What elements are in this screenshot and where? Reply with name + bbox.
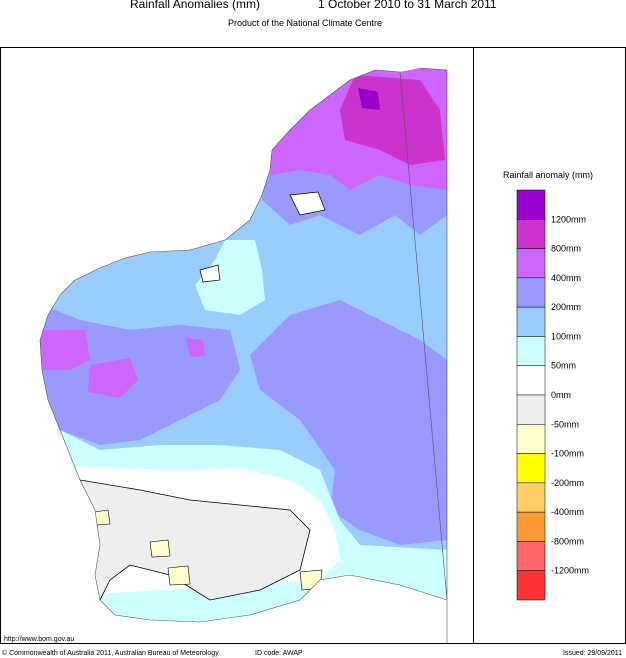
legend-label: -200mm	[551, 478, 584, 488]
footer-url: http://www.bom.gov.au	[4, 636, 74, 643]
legend-swatch	[516, 424, 546, 454]
zone-400	[88, 358, 138, 398]
zone-0	[199, 264, 221, 283]
legend-swatch	[516, 248, 546, 279]
legend-swatch	[516, 336, 546, 366]
legend-label: 100mm	[551, 331, 581, 341]
legend-label: 400mm	[551, 273, 581, 283]
legend-swatch	[516, 482, 546, 513]
zone-minus-100	[149, 539, 171, 558]
legend-swatch	[516, 541, 546, 571]
legend-title: Rainfall anomaly (mm)	[503, 170, 593, 180]
legend-swatch	[516, 570, 546, 601]
legend-label: 50mm	[551, 361, 576, 371]
footer-id: ID code: AWAP	[255, 650, 303, 657]
legend-label: -50mm	[551, 419, 579, 429]
footer-issued: Issued: 29/09/2011	[563, 650, 622, 657]
legend-swatch	[516, 511, 546, 542]
zone-minus-100	[167, 565, 191, 586]
zone-1200	[358, 88, 380, 110]
legend-swatch	[516, 365, 546, 396]
legend-swatch	[516, 277, 546, 308]
zone-50	[195, 240, 265, 315]
legend: 1200mm 800mm 400mm 200mm 100mm 50mm 0mm -50mm -1…	[516, 189, 589, 601]
period: 1 October 2010 to 31 March 2011	[318, 0, 497, 11]
legend-swatch	[516, 306, 546, 337]
coastline	[39, 67, 448, 643]
subtitle: Product of the National Climate Centre	[228, 18, 382, 28]
title: Rainfall Anomalies (mm)	[130, 0, 260, 11]
legend-label: 1200mm	[551, 214, 586, 224]
legend-swatch	[516, 394, 546, 425]
legend-label: 200mm	[551, 302, 581, 312]
legend-label: 0mm	[551, 390, 571, 400]
zone-400	[40, 330, 90, 370]
legend-label: -400mm	[551, 507, 584, 517]
zone-minus-100	[299, 569, 323, 591]
legend-swatch	[516, 189, 546, 220]
zone-200	[250, 300, 447, 545]
legend-swatch	[516, 453, 546, 484]
legend-label: 800mm	[551, 244, 581, 254]
legend-swatch	[516, 219, 546, 249]
zone-minus-100	[94, 509, 111, 526]
map	[40, 68, 447, 643]
legend-label: -800mm	[551, 536, 584, 546]
legend-label: -1200mm	[551, 566, 589, 576]
footer-copyright: © Commonwealth of Australia 2011, Austra…	[2, 649, 219, 657]
zone-0	[289, 191, 326, 216]
legend-label: -100mm	[551, 449, 584, 459]
zone-400	[186, 338, 205, 357]
